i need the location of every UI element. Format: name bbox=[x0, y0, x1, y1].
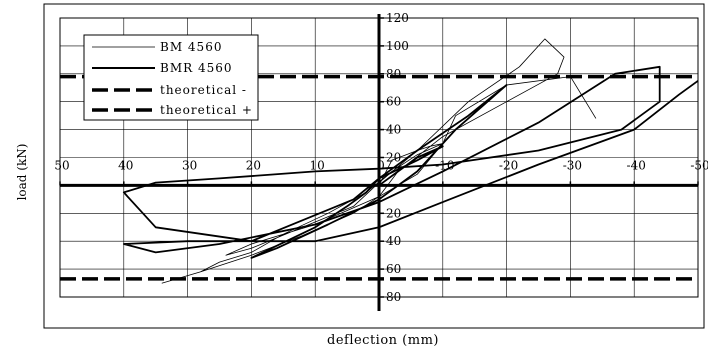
y-tick-label: 20 bbox=[386, 151, 401, 165]
x-tick-label: 40 bbox=[118, 158, 133, 172]
y-tick-label: 60 bbox=[386, 262, 401, 276]
y-tick-label: 60 bbox=[386, 95, 401, 109]
y-tick-label: 100 bbox=[386, 39, 409, 53]
tick-labels: 50 40 30 20 10 0 -10 -20 -30 -40 -5012010080604020… bbox=[54, 11, 708, 304]
x-tick-label: 10 bbox=[310, 158, 325, 172]
y-axis-label: load (kN) bbox=[15, 144, 29, 201]
legend-label-bm4560: BM 4560 bbox=[160, 40, 222, 54]
legend-box bbox=[83, 34, 259, 121]
x-axis-label: deflection (mm) bbox=[327, 333, 439, 348]
y-tick-label: 40 bbox=[386, 123, 401, 137]
y-tick-label: 20 bbox=[386, 206, 401, 220]
legend-label-theoretical-plus: theoretical + bbox=[160, 103, 253, 117]
legend-label-theoretical-minus: theoretical - bbox=[160, 83, 247, 97]
y-tick-label: 80 bbox=[386, 67, 401, 81]
x-tick-label: 30 bbox=[182, 158, 197, 172]
series-line-1 bbox=[122, 65, 699, 259]
x-tick-label: -20 bbox=[499, 158, 518, 172]
legend-label-bmr4560: BMR 4560 bbox=[160, 61, 233, 75]
legend: BM 4560 BMR 4560 theoretical - theoretic… bbox=[83, 34, 259, 121]
x-tick-label: 50 bbox=[54, 158, 69, 172]
y-tick-label: 40 bbox=[386, 234, 401, 248]
x-tick-label: 20 bbox=[246, 158, 261, 172]
x-tick-label: -40 bbox=[627, 158, 646, 172]
y-tick-label: 120 bbox=[386, 11, 409, 25]
axes bbox=[59, 14, 699, 311]
x-tick-label: -50 bbox=[690, 158, 708, 172]
x-tick-label: -10 bbox=[435, 158, 454, 172]
x-tick-label: 0 bbox=[377, 158, 385, 172]
x-tick-label: -30 bbox=[563, 158, 582, 172]
y-tick-label: 80 bbox=[386, 290, 401, 304]
